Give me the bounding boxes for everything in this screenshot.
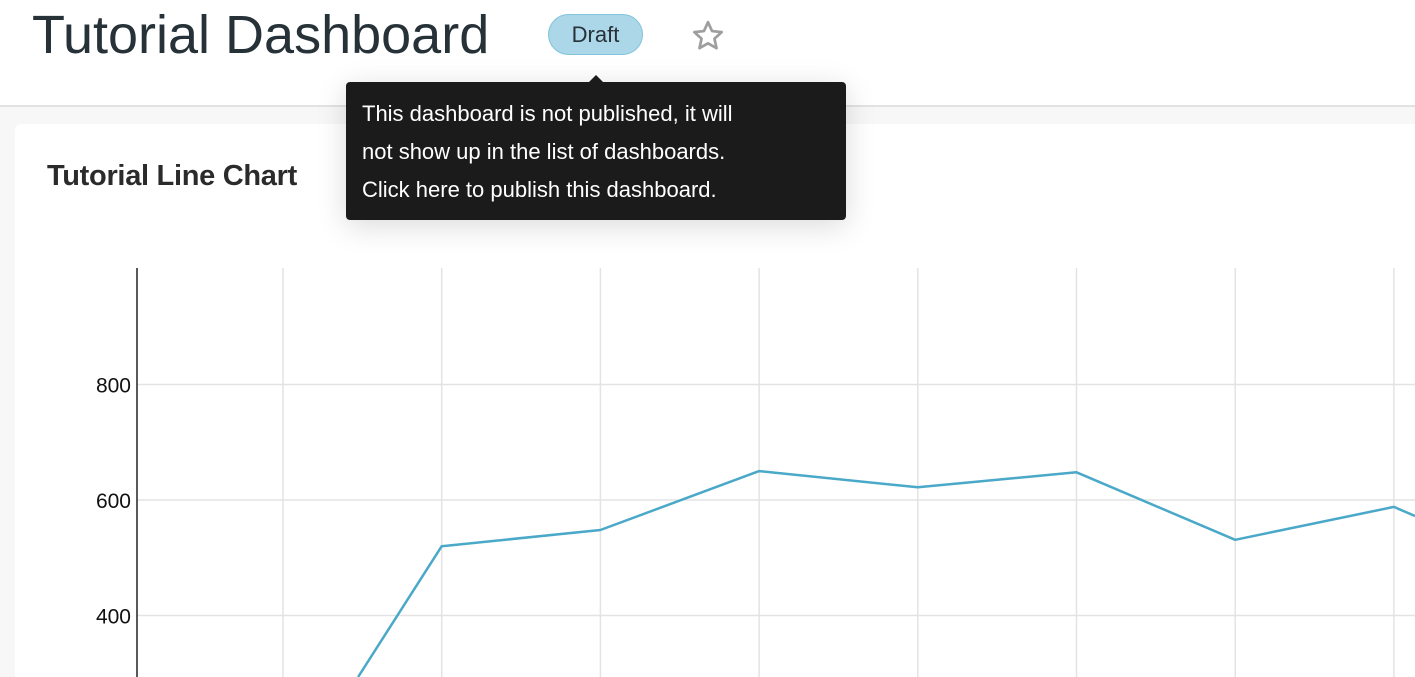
tooltip-line: Click here to publish this dashboard. [362, 177, 717, 202]
draft-status-badge[interactable]: Draft [548, 14, 643, 55]
y-tick-label: 400 [96, 606, 131, 629]
series-line [357, 469, 1415, 677]
y-tick-label: 600 [96, 490, 131, 513]
chart-title: Tutorial Line Chart [47, 160, 297, 192]
y-tick-label: 800 [96, 375, 131, 398]
tooltip-line: not show up in the list of dashboards. [362, 139, 726, 164]
star-icon[interactable] [690, 18, 726, 54]
dashboard-title[interactable]: Tutorial Dashboard [32, 5, 490, 65]
publish-tooltip[interactable]: This dashboard is not published, it will… [346, 75, 846, 220]
tooltip-line: This dashboard is not published, it will [362, 101, 733, 126]
tooltip-arrow [589, 75, 603, 82]
